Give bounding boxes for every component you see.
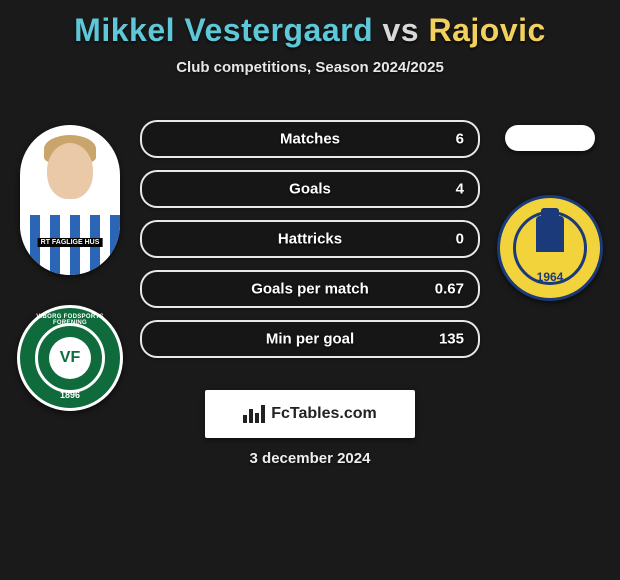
subtitle: Club competitions, Season 2024/2025: [0, 59, 620, 76]
stat-value: 4: [456, 181, 464, 198]
player1-sponsor: RT FAGLIGE HUS: [38, 238, 103, 247]
stat-row: Hattricks 0: [140, 220, 480, 258]
stat-row: Matches 6: [140, 120, 480, 158]
club1-year: 1896: [20, 390, 120, 400]
player1-club-badge: VIBORG FODSPORTS FORENING VF 1896: [17, 305, 123, 411]
player2-name: Rajovic: [428, 12, 545, 48]
left-column: RT FAGLIGE HUS VIBORG FODSPORTS FORENING…: [10, 125, 130, 411]
stat-value: 6: [456, 131, 464, 148]
player1-name: Mikkel Vestergaard: [74, 12, 373, 48]
player2-club-badge: 1964: [497, 195, 603, 301]
watermark: FcTables.com: [205, 390, 415, 438]
stat-label: Matches: [280, 131, 340, 148]
stat-value: 0: [456, 231, 464, 248]
stat-value: 0.67: [435, 281, 464, 298]
stat-value: 135: [439, 331, 464, 348]
club1-monogram: VF: [49, 337, 91, 379]
player1-avatar: RT FAGLIGE HUS: [20, 125, 120, 275]
stat-label: Min per goal: [266, 331, 354, 348]
club1-ring-text: VIBORG FODSPORTS FORENING: [20, 314, 120, 326]
player2-avatar: [505, 125, 595, 151]
watermark-chart-icon: [243, 405, 265, 423]
page-title: Mikkel Vestergaard vs Rajovic: [0, 0, 620, 49]
stat-row: Min per goal 135: [140, 320, 480, 358]
stat-row: Goals 4: [140, 170, 480, 208]
footer-date: 3 december 2024: [0, 450, 620, 467]
comparison-card: Mikkel Vestergaard vs Rajovic Club compe…: [0, 0, 620, 580]
vs-text: vs: [383, 12, 420, 48]
stat-label: Goals per match: [251, 281, 369, 298]
right-column: 1964: [490, 125, 610, 301]
club2-tower-icon: [536, 216, 564, 252]
watermark-text: FcTables.com: [271, 405, 377, 423]
club2-year: 1964: [500, 270, 600, 284]
stat-row: Goals per match 0.67: [140, 270, 480, 308]
stats-panel: Matches 6 Goals 4 Hattricks 0 Goals per …: [140, 120, 480, 370]
player1-face: [47, 143, 93, 199]
stat-label: Goals: [289, 181, 331, 198]
stat-label: Hattricks: [278, 231, 342, 248]
